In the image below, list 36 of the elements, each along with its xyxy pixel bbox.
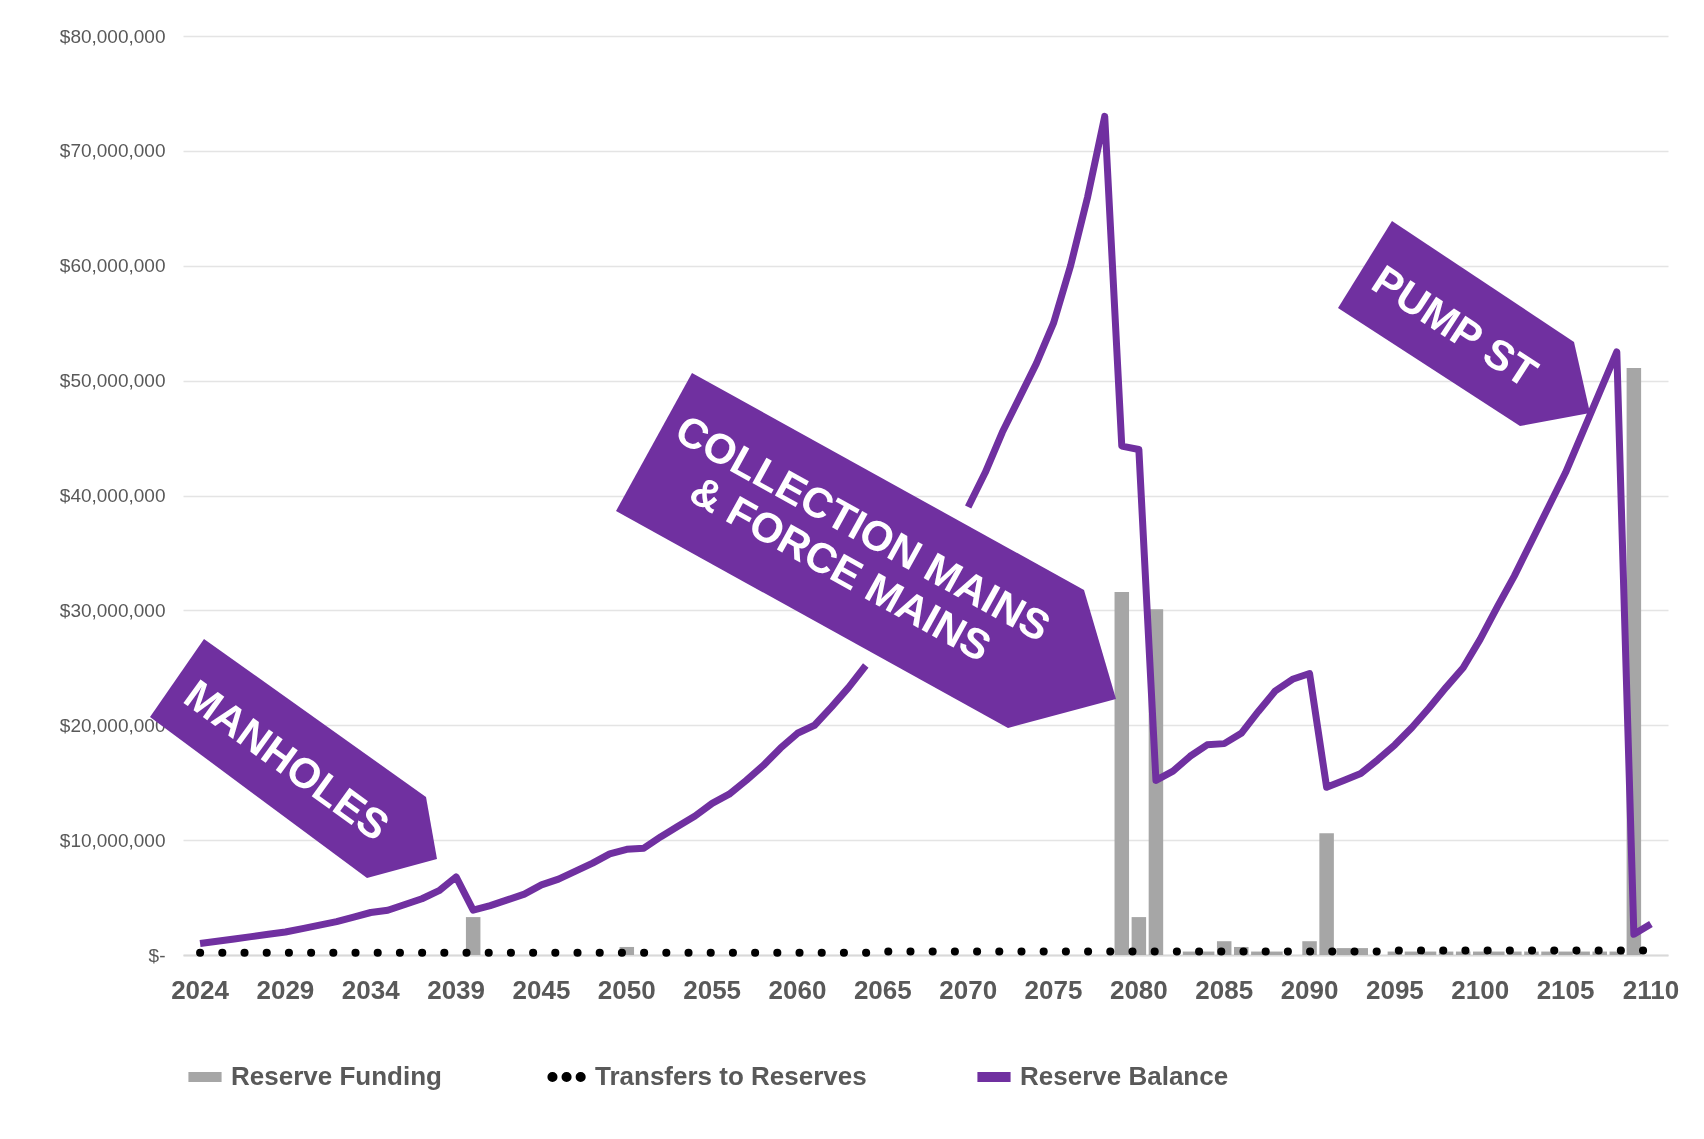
x-tick-label: 2080 — [1109, 974, 1168, 1005]
x-tick-label: 2075 — [1024, 974, 1083, 1005]
bar — [1319, 833, 1334, 955]
x-tick-label: 2050 — [597, 974, 656, 1005]
x-tick-label: 2039 — [427, 974, 486, 1005]
legend-label: Reserve Funding — [231, 1061, 442, 1091]
legend-label: Reserve Balance — [1020, 1061, 1229, 1091]
y-tick-label: $20,000,000 — [59, 714, 166, 736]
bar — [1131, 917, 1147, 955]
bar — [1114, 592, 1130, 955]
bar — [1336, 948, 1351, 955]
x-tick-label: 2070 — [939, 974, 998, 1005]
x-tick-label: 2029 — [256, 974, 315, 1005]
x-tick-label: 2110 — [1622, 974, 1680, 1005]
y-tick-label: $50,000,000 — [59, 370, 166, 392]
y-tick-label: $10,000,000 — [59, 829, 166, 851]
legend-label: Transfers to Reserves — [595, 1061, 867, 1091]
y-tick-label: $40,000,000 — [59, 485, 166, 506]
x-tick-label: 2024 — [171, 974, 230, 1005]
x-tick-label: 2085 — [1195, 974, 1254, 1005]
bar — [465, 917, 481, 955]
x-tick-label: 2100 — [1451, 974, 1510, 1005]
x-tick-label: 2065 — [853, 974, 912, 1005]
x-tick-label: 2105 — [1536, 974, 1595, 1005]
x-tick-label: 2045 — [512, 974, 571, 1005]
y-tick-label: $80,000,000 — [59, 25, 166, 47]
bar — [1558, 951, 1573, 955]
y-tick-label: $60,000,000 — [59, 255, 166, 277]
x-tick-label: 2034 — [341, 974, 401, 1005]
y-tick-label: $- — [148, 944, 166, 966]
x-tick-label: 2055 — [683, 974, 742, 1005]
x-tick-label: 2095 — [1365, 974, 1424, 1005]
x-tick-label: 2060 — [768, 974, 827, 1005]
y-tick-label: $30,000,000 — [59, 599, 166, 621]
x-tick-label: 2090 — [1280, 974, 1339, 1005]
y-tick-label: $70,000,000 — [59, 140, 166, 162]
